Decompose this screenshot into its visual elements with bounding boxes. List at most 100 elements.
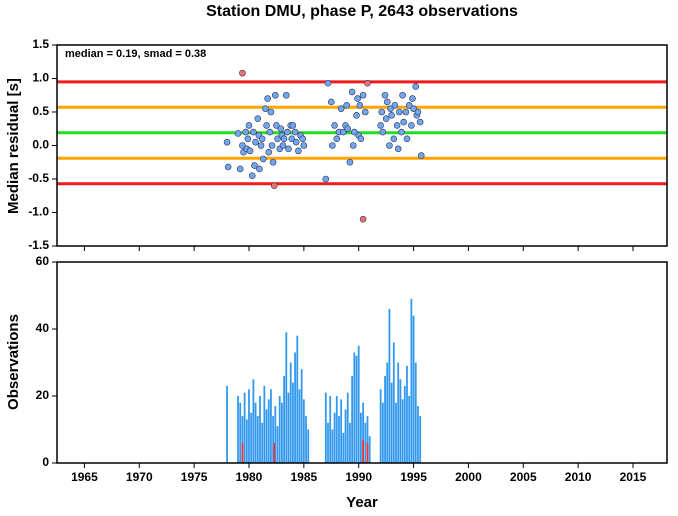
- bar: [287, 392, 290, 463]
- point: [270, 182, 278, 189]
- point: [390, 135, 398, 143]
- bar: [403, 385, 406, 463]
- bar: [274, 406, 277, 463]
- point: [279, 142, 287, 149]
- bar: [283, 375, 286, 463]
- y-tick-label: 1.0: [32, 71, 49, 85]
- point: [266, 128, 274, 136]
- point: [324, 79, 332, 87]
- bar: [397, 362, 400, 463]
- point: [265, 148, 273, 156]
- point: [252, 138, 259, 146]
- bar: [252, 379, 255, 463]
- point: [256, 165, 263, 173]
- bar: [342, 432, 345, 463]
- bar: [265, 409, 268, 463]
- x-tick-label: 2000: [455, 470, 482, 484]
- point: [246, 147, 254, 155]
- x-tick-label: 1970: [126, 470, 153, 484]
- bar: [379, 389, 382, 463]
- point: [391, 102, 399, 109]
- point: [412, 83, 420, 90]
- y-tick-label: -0.5: [28, 171, 49, 185]
- bar: [395, 402, 397, 463]
- point: [259, 155, 267, 163]
- bar: [419, 416, 422, 463]
- bar: [241, 416, 244, 463]
- point: [239, 69, 246, 77]
- y-tick-label: 0: [42, 455, 49, 469]
- chart-title: Station DMU, phase P, 2643 observations: [206, 3, 518, 20]
- point: [248, 172, 256, 179]
- point: [274, 135, 281, 143]
- point: [242, 128, 250, 136]
- bar: [408, 396, 411, 463]
- point: [285, 145, 292, 153]
- point: [329, 142, 336, 149]
- bar: [254, 402, 257, 463]
- point: [359, 91, 367, 99]
- bar: [401, 399, 404, 463]
- point: [348, 88, 356, 96]
- bar: [357, 345, 360, 463]
- bar: [406, 365, 408, 463]
- bar: [263, 385, 266, 463]
- point: [282, 91, 290, 99]
- point: [351, 128, 358, 136]
- point: [400, 118, 407, 126]
- x-tick-label: 1990: [345, 470, 372, 484]
- bar: [267, 399, 270, 463]
- point: [417, 152, 425, 159]
- point: [280, 135, 288, 143]
- point: [272, 91, 279, 99]
- bar: [366, 416, 369, 463]
- point: [327, 98, 335, 106]
- y-tick-label: 60: [36, 254, 50, 268]
- bar: [362, 402, 364, 463]
- bar: [241, 442, 244, 463]
- bar: [327, 422, 329, 463]
- point: [223, 138, 231, 146]
- point: [250, 128, 257, 136]
- bar: [237, 396, 239, 463]
- point: [357, 135, 365, 143]
- point: [263, 122, 270, 129]
- point: [414, 108, 422, 116]
- point: [273, 122, 280, 129]
- point: [382, 115, 390, 122]
- y-tick-label: 20: [36, 388, 50, 402]
- point: [378, 108, 386, 116]
- bar: [386, 362, 389, 463]
- x-tick-label: 1985: [291, 470, 318, 484]
- point: [234, 130, 242, 137]
- y-tick-label: 1.5: [32, 37, 49, 51]
- point: [236, 165, 244, 173]
- bar: [226, 385, 228, 463]
- point: [403, 135, 411, 143]
- point: [405, 102, 413, 109]
- point: [295, 147, 302, 155]
- y-axis-label: Observations: [5, 314, 22, 410]
- bar: [366, 442, 369, 463]
- x-tick-label: 1980: [236, 470, 263, 484]
- point: [277, 125, 285, 133]
- point: [359, 215, 367, 223]
- point: [343, 102, 350, 109]
- x-axis-label: Year: [346, 494, 378, 511]
- bar: [259, 396, 261, 463]
- bar: [285, 332, 288, 463]
- bar: [289, 362, 292, 463]
- bar: [333, 412, 336, 463]
- bar: [368, 436, 371, 463]
- point: [364, 79, 371, 87]
- bar: [340, 399, 343, 463]
- bar: [281, 402, 283, 463]
- point: [344, 125, 352, 133]
- point: [386, 142, 393, 149]
- bar: [239, 402, 242, 463]
- bar: [276, 426, 279, 463]
- point: [387, 105, 394, 112]
- point: [322, 175, 330, 183]
- point: [340, 128, 347, 136]
